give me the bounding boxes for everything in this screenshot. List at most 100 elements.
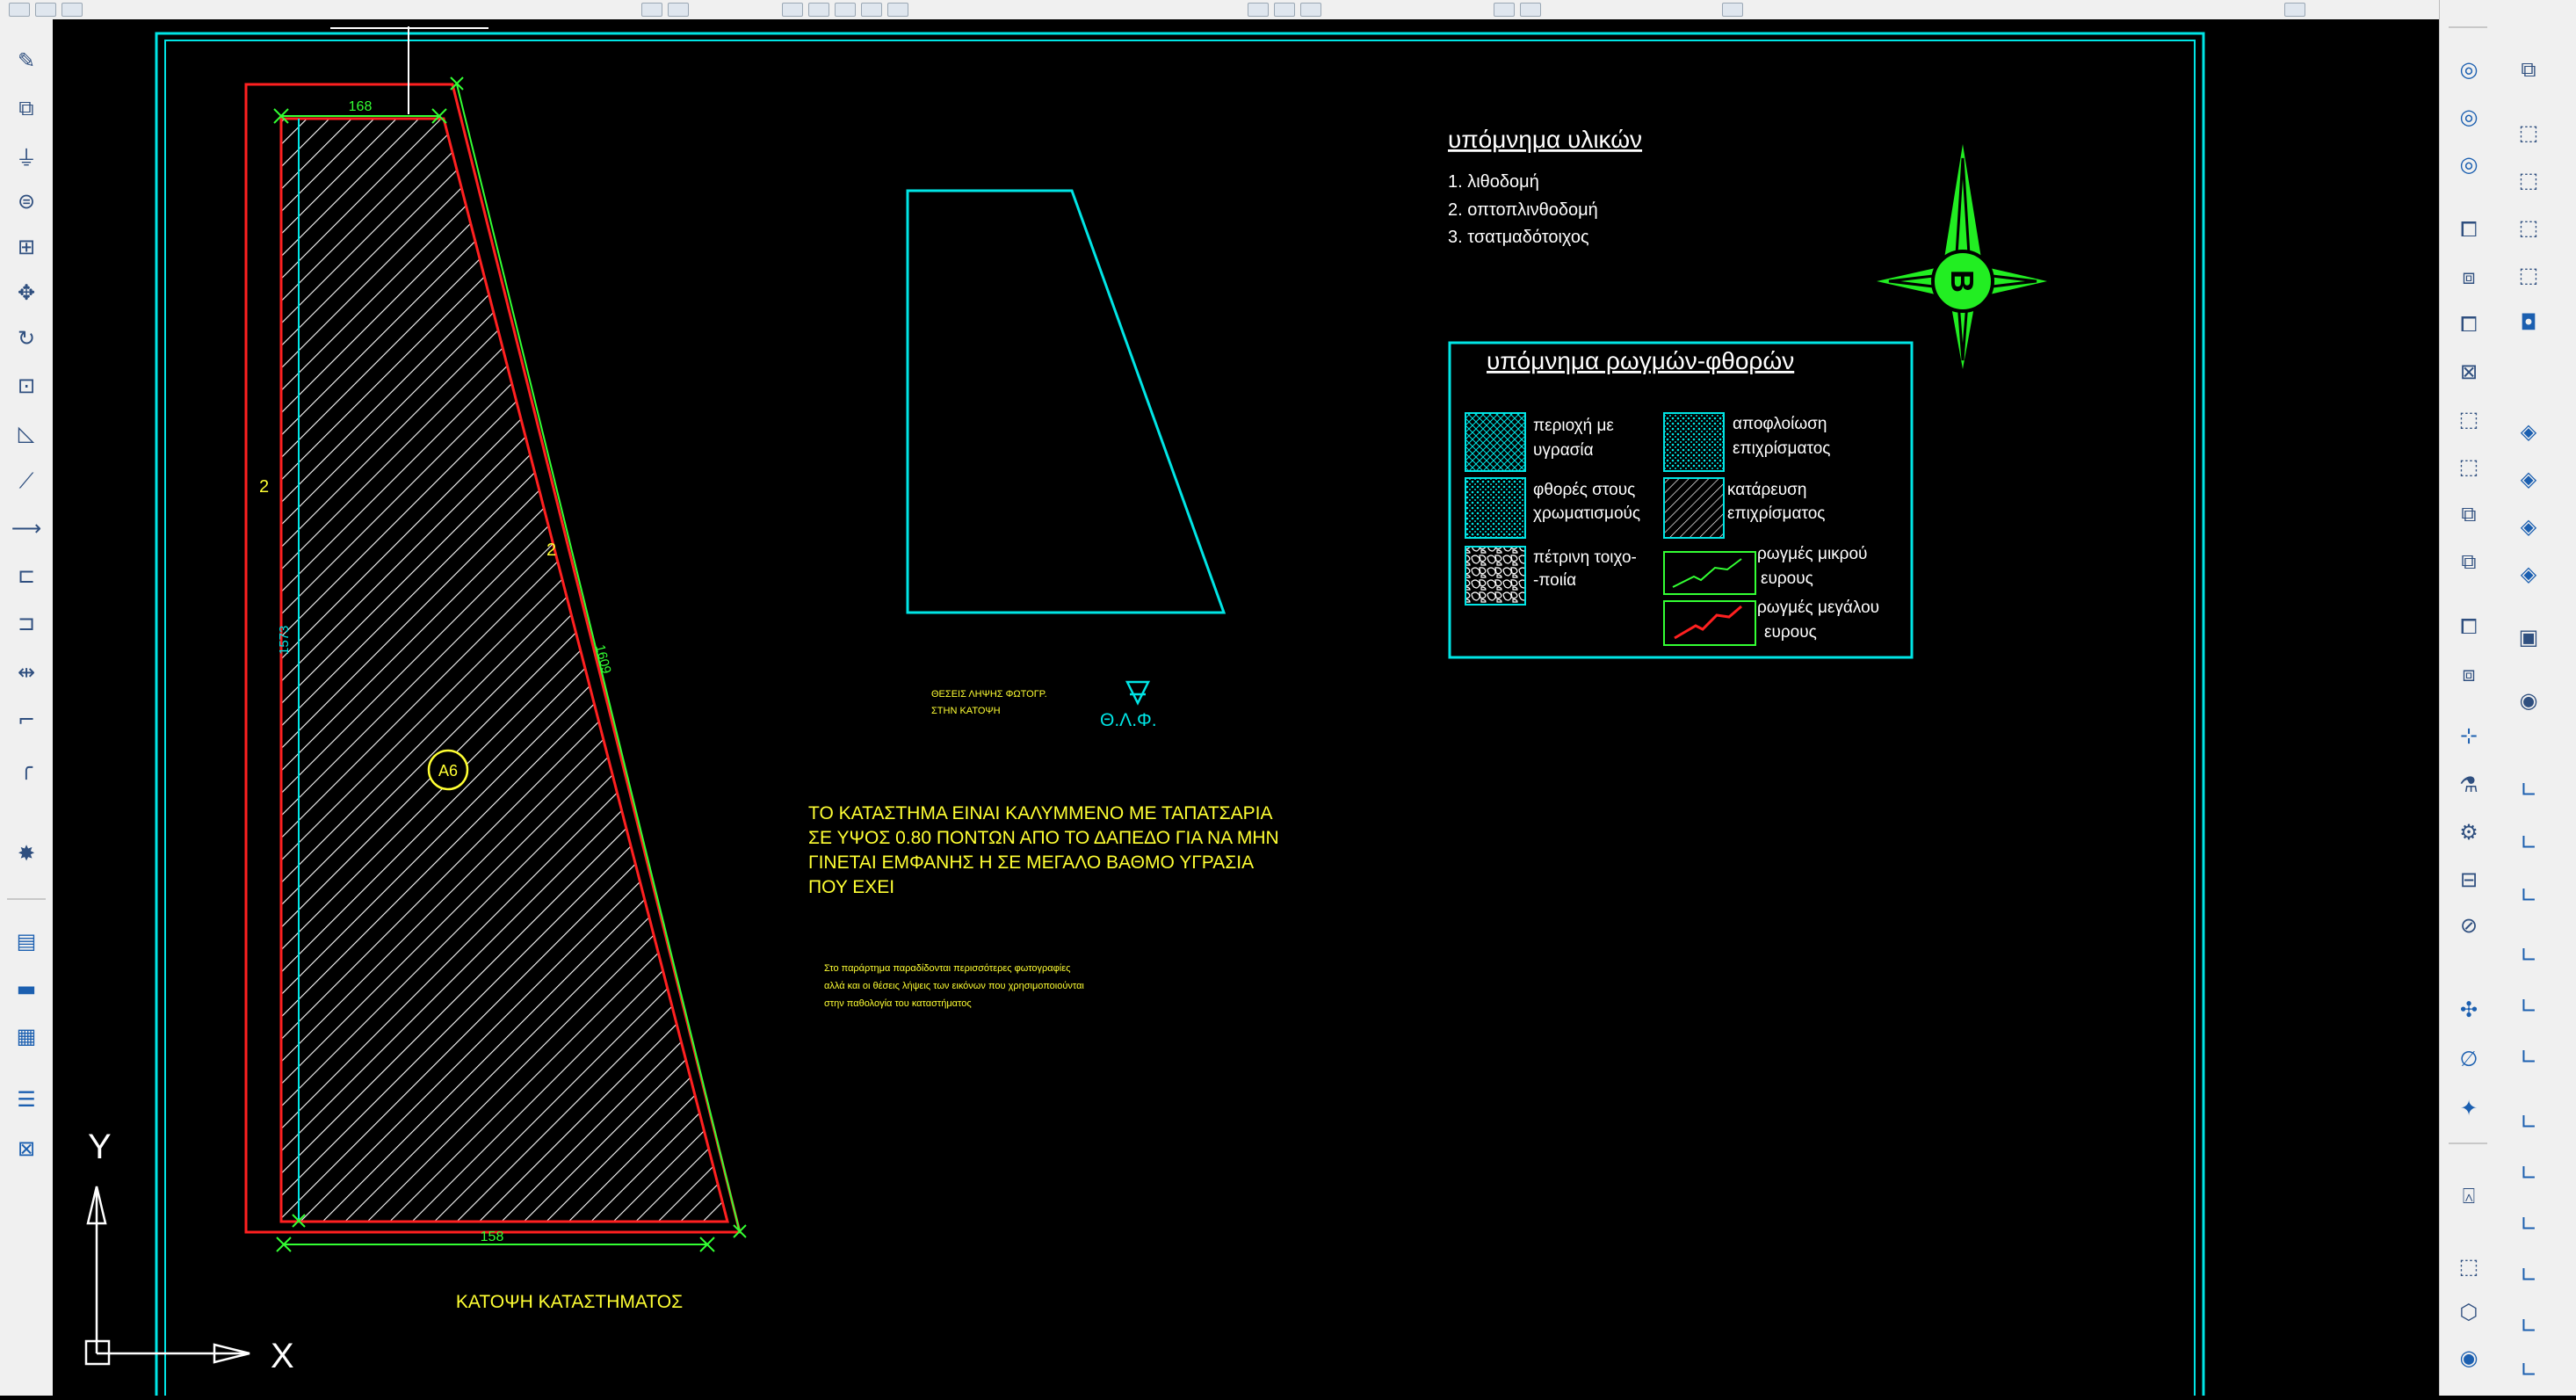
mirror-icon[interactable]: ⏚ bbox=[16, 145, 37, 170]
measure-icon[interactable]: ▦ bbox=[16, 1024, 37, 1048]
fillet-round-icon[interactable]: ╭ bbox=[19, 755, 33, 780]
room-tag-circle[interactable] bbox=[427, 749, 469, 791]
axis-x3-icon[interactable]: ∟ bbox=[2519, 1358, 2538, 1382]
join-icon[interactable]: ⊐ bbox=[17, 611, 36, 635]
solid-union-icon[interactable]: ◎ bbox=[2459, 57, 2478, 82]
solid-subtract-icon[interactable]: ◎ bbox=[2459, 105, 2478, 129]
note-block: ΤΟ ΚΑΤΑΣΤΗΜΑ ΕΙΝΑΙ ΚΑΛΥΜΜΕΝΟ ΜΕ ΤΑΠΑΤΣΑΡ… bbox=[808, 803, 1279, 897]
pan-3d-icon[interactable]: ✣ bbox=[2459, 997, 2478, 1022]
dim-bottom-label: 158 bbox=[481, 1230, 504, 1244]
properties-list-icon[interactable]: ☰ bbox=[17, 1087, 36, 1112]
undo-icon[interactable] bbox=[641, 3, 662, 17]
redo-icon[interactable] bbox=[668, 3, 689, 17]
top-toolbar bbox=[0, 0, 2576, 20]
pan-icon[interactable] bbox=[782, 3, 803, 17]
camera-icon[interactable]: ⚙ bbox=[2459, 820, 2478, 845]
chamfer-icon[interactable]: ⇹ bbox=[17, 660, 36, 685]
trim-icon[interactable]: ⟋ bbox=[18, 468, 34, 493]
explode-icon[interactable]: ✸ bbox=[17, 841, 36, 866]
zoom-icon[interactable]: ⊠ bbox=[17, 1136, 36, 1161]
zoom-realtime-icon[interactable] bbox=[808, 3, 829, 17]
extend-icon[interactable]: ⟶ bbox=[11, 516, 42, 540]
ucs-icon[interactable]: ⊹ bbox=[2459, 723, 2478, 748]
ucs-z-icon[interactable]: ◈ bbox=[2520, 562, 2537, 586]
quick-save-icon[interactable] bbox=[62, 3, 83, 17]
layer-icon[interactable]: ▤ bbox=[16, 929, 37, 954]
fillet-icon[interactable]: ⌐ bbox=[17, 707, 36, 732]
ucs-y-icon[interactable]: ◈ bbox=[2520, 514, 2537, 539]
array-icon[interactable]: ⊞ bbox=[17, 235, 36, 259]
axis-l2-icon[interactable]: ∟ bbox=[2519, 831, 2538, 855]
view-right-icon[interactable]: ⧠ bbox=[2460, 312, 2478, 337]
zoom-window-icon[interactable] bbox=[835, 3, 856, 17]
shell-icon[interactable]: ⬡ bbox=[2459, 1300, 2478, 1324]
axis-l5-icon[interactable]: ∟ bbox=[2519, 994, 2538, 1019]
walk-icon[interactable]: ⊘ bbox=[2459, 913, 2478, 938]
ucs-view-icon[interactable]: ⧉ bbox=[2521, 57, 2536, 82]
sphere-icon[interactable]: ⬚ bbox=[2458, 454, 2479, 479]
torus-icon[interactable]: ⧈ bbox=[2462, 662, 2476, 686]
cone-icon[interactable]: ⧉ bbox=[2461, 549, 2477, 574]
light-icon[interactable]: ✦ bbox=[2459, 1096, 2478, 1121]
axis-3-icon[interactable]: ∟ bbox=[2519, 1212, 2538, 1237]
lineweight-control-icon[interactable] bbox=[2284, 3, 2305, 17]
quick-new-icon[interactable] bbox=[9, 3, 30, 17]
camera-view-icon[interactable]: ▣ bbox=[2518, 625, 2539, 649]
render-icon[interactable]: ⚗ bbox=[2459, 773, 2478, 797]
ucs-world-icon[interactable]: ◈ bbox=[2520, 419, 2537, 444]
zoom-extents-icon[interactable] bbox=[887, 3, 908, 17]
axis-l-icon[interactable]: ∟ bbox=[2519, 778, 2538, 802]
zoom-previous-icon[interactable] bbox=[861, 3, 882, 17]
section-outline[interactable] bbox=[906, 189, 1226, 614]
globe-icon[interactable]: ◉ bbox=[2459, 1346, 2478, 1370]
layer-state-icon[interactable] bbox=[1520, 3, 1541, 17]
ruler-icon[interactable]: ▬ bbox=[16, 976, 37, 1001]
large-crack-label-2: ευρους bbox=[1764, 623, 1817, 642]
design-center-icon[interactable] bbox=[1274, 3, 1295, 17]
offset-icon[interactable]: ⊜ bbox=[17, 189, 36, 214]
drawing-canvas[interactable]: 168 158 2 2 1609 1573 A6 ΚΑΤΟΨΗ ΚΑΤΑΣΤΗΜ… bbox=[53, 19, 2439, 1400]
target-icon[interactable]: ◉ bbox=[2519, 688, 2538, 713]
axis-z-icon[interactable]: ∟ bbox=[2519, 1110, 2538, 1135]
damage-legend[interactable]: υπόμνημα ρωγμών-φθορών περιοχή με υγρασί… bbox=[1448, 341, 1914, 659]
floor-plan[interactable]: 168 158 2 2 1609 1573 A6 bbox=[244, 26, 747, 1252]
copy-icon[interactable]: ⧉ bbox=[18, 96, 34, 120]
axis-z2-icon[interactable]: ∟ bbox=[2519, 1161, 2538, 1186]
stretch-icon[interactable]: ◺ bbox=[18, 421, 35, 446]
north-label: B bbox=[1944, 270, 1980, 293]
pencil-icon[interactable]: ✎ bbox=[17, 48, 36, 73]
axis-l4-icon[interactable]: ∟ bbox=[2519, 943, 2538, 968]
box-icon[interactable]: ⬚ bbox=[2458, 407, 2479, 432]
scale-icon[interactable]: ⊡ bbox=[17, 374, 36, 398]
view-front-icon[interactable]: ⧠ bbox=[2460, 217, 2478, 242]
solid-intersect-icon[interactable]: ◎ bbox=[2459, 152, 2478, 177]
drawing-svg: 168 158 2 2 1609 1573 A6 ΚΑΤΟΨΗ ΚΑΤΑΣΤΗΜ… bbox=[84, 26, 2205, 1400]
axis-x-icon[interactable]: ∟ bbox=[2519, 1263, 2538, 1288]
axis-l3-icon[interactable]: ∟ bbox=[2519, 883, 2538, 908]
properties-icon[interactable] bbox=[1248, 3, 1269, 17]
rotate-icon[interactable]: ↻ bbox=[17, 326, 36, 351]
ucs-x-icon[interactable]: ◈ bbox=[2520, 467, 2537, 491]
orbit-icon[interactable]: ⊟ bbox=[2459, 867, 2478, 892]
ucs-previous-icon[interactable]: ◘ bbox=[2520, 310, 2537, 335]
ucs-apply-icon[interactable]: ⬚ bbox=[2518, 263, 2539, 287]
color-control-icon[interactable] bbox=[1722, 3, 1743, 17]
quick-open-icon[interactable] bbox=[35, 3, 56, 17]
view-iso-icon[interactable]: ⊠ bbox=[2459, 359, 2478, 384]
break-icon[interactable]: ⊏ bbox=[17, 563, 36, 588]
slice-icon[interactable]: ⬚ bbox=[2458, 1254, 2479, 1279]
ucs-object-icon[interactable]: ⬚ bbox=[2518, 215, 2539, 240]
view-top-icon[interactable]: ⧈ bbox=[2462, 265, 2476, 289]
move-icon[interactable]: ✥ bbox=[17, 280, 36, 305]
axis-l6-icon[interactable]: ∟ bbox=[2519, 1045, 2538, 1070]
wedge-icon[interactable]: ⧠ bbox=[2460, 614, 2478, 639]
free-orbit-icon[interactable]: ∅ bbox=[2459, 1047, 2478, 1071]
cylinder-icon[interactable]: ⧉ bbox=[2461, 502, 2477, 526]
materials-legend[interactable]: υπόμνημα υλικών 1. λιθοδομή 2. οπτοπλινθ… bbox=[1448, 126, 1642, 247]
ucs-face-icon[interactable]: ⬚ bbox=[2518, 168, 2539, 192]
axis-x2-icon[interactable]: ∟ bbox=[2519, 1314, 2538, 1338]
section-icon[interactable]: ⍓ bbox=[2462, 1184, 2476, 1208]
layer-previous-icon[interactable] bbox=[1494, 3, 1515, 17]
tool-palettes-icon[interactable] bbox=[1300, 3, 1321, 17]
ucs-3point-icon[interactable]: ⬚ bbox=[2518, 120, 2539, 145]
